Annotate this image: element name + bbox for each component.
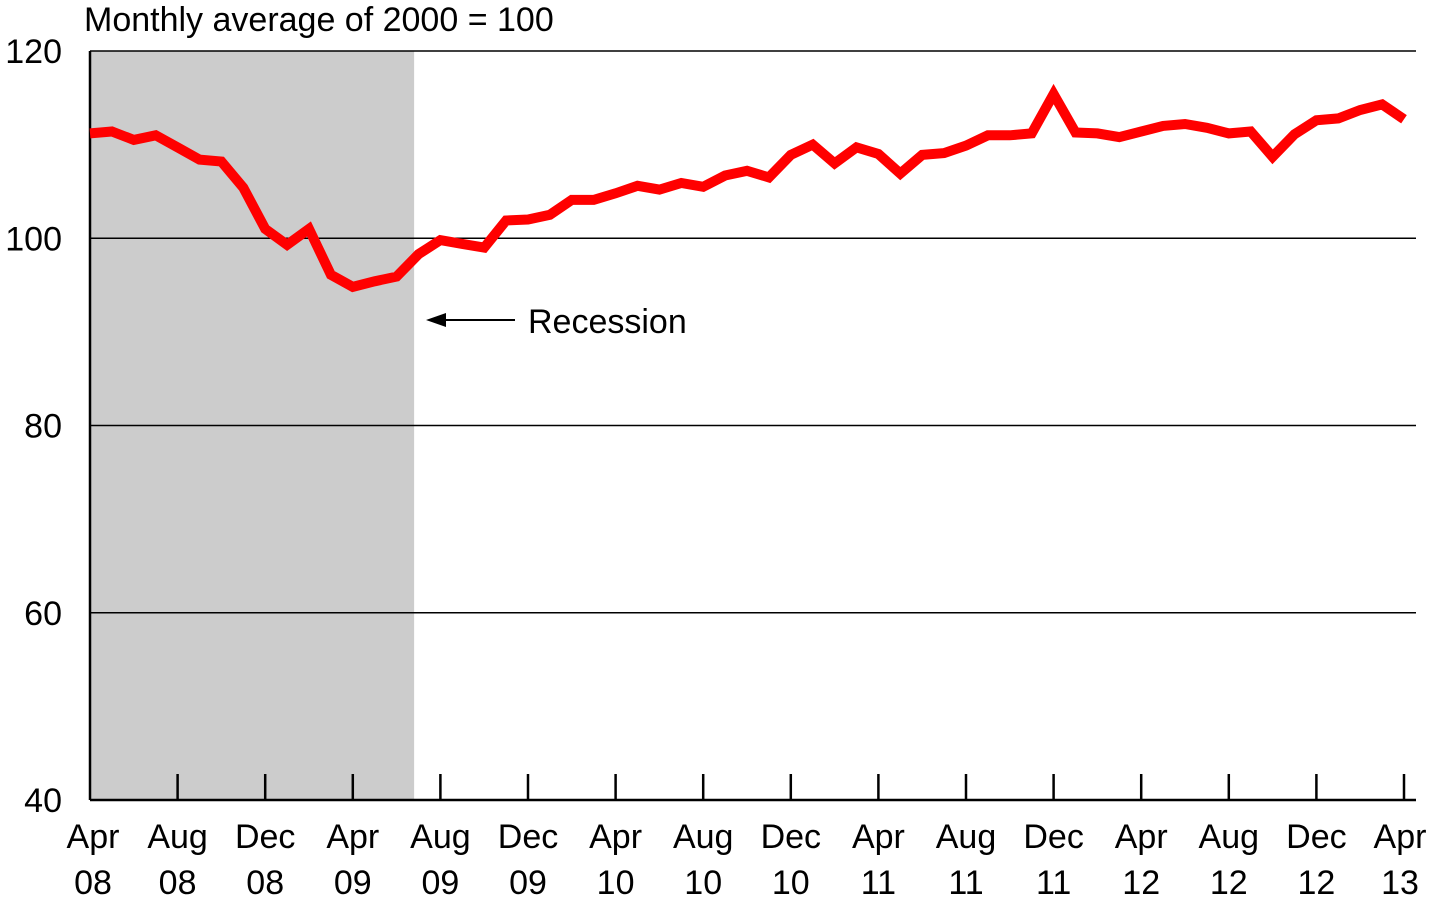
x-tick-label-month: Apr [852, 818, 905, 856]
x-tick-label-year: 13 [1381, 864, 1419, 902]
annotation-label: Recession [528, 303, 687, 341]
recession-annotation: Recession [426, 303, 687, 341]
y-tick-label: 80 [24, 408, 62, 446]
y-tick-label: 40 [24, 782, 62, 820]
y-tick-labels: 120 100 80 60 40 [5, 33, 62, 820]
x-tick-label-year: 09 [509, 864, 547, 902]
x-tick-label-month: Dec [498, 818, 558, 856]
x-tick-label-year: 08 [74, 864, 112, 902]
y-tick-label: 120 [5, 33, 62, 71]
x-tick-label-year: 09 [334, 864, 372, 902]
x-tick-label-year: 10 [772, 864, 810, 902]
x-tick-label-year: 11 [1036, 864, 1071, 902]
x-tick-label-month: Apr [67, 818, 120, 856]
chart-subtitle: Monthly average of 2000 = 100 [84, 1, 554, 39]
y-tick-label: 60 [24, 595, 62, 633]
x-tick-label-month: Dec [235, 818, 295, 856]
x-tick-label-year: 10 [684, 864, 722, 902]
x-tick-label-month: Aug [410, 818, 471, 856]
x-tick-label-year: 08 [246, 864, 284, 902]
x-tick-label-year: 11 [948, 864, 983, 902]
x-tick-label-year: 11 [861, 864, 896, 902]
x-tick-label-month: Aug [1199, 818, 1260, 856]
x-tick-label-month: Aug [936, 818, 997, 856]
x-tick-label-month: Aug [147, 818, 208, 856]
x-tick-labels: Apr 08 Aug 08 Dec 08 Apr 09 Aug 09 Dec 09 Apr 10 Aug 10… [67, 818, 1427, 902]
x-tick-label-month: Apr [1115, 818, 1168, 856]
x-tick-label-year: 08 [159, 864, 197, 902]
x-tick-label-year: 12 [1210, 864, 1248, 902]
x-tick-label-year: 12 [1297, 864, 1335, 902]
x-tick-label-month: Aug [673, 818, 734, 856]
x-tick-label-year: 12 [1122, 864, 1160, 902]
x-tick-label-month: Apr [326, 818, 379, 856]
x-tick-label-month: Dec [761, 818, 821, 856]
y-tick-label: 100 [5, 220, 62, 258]
x-tick-label-year: 10 [597, 864, 635, 902]
annotation-arrow-head [426, 313, 446, 327]
x-ticks [176, 774, 1406, 800]
x-tick-label-year: 09 [421, 864, 459, 902]
x-tick-label-month: Dec [1286, 818, 1346, 856]
x-tick-label-month: Apr [589, 818, 642, 856]
x-tick-label-month: Apr [1374, 818, 1427, 856]
series-line [89, 83, 1407, 293]
x-tick-label-month: Dec [1023, 818, 1083, 856]
